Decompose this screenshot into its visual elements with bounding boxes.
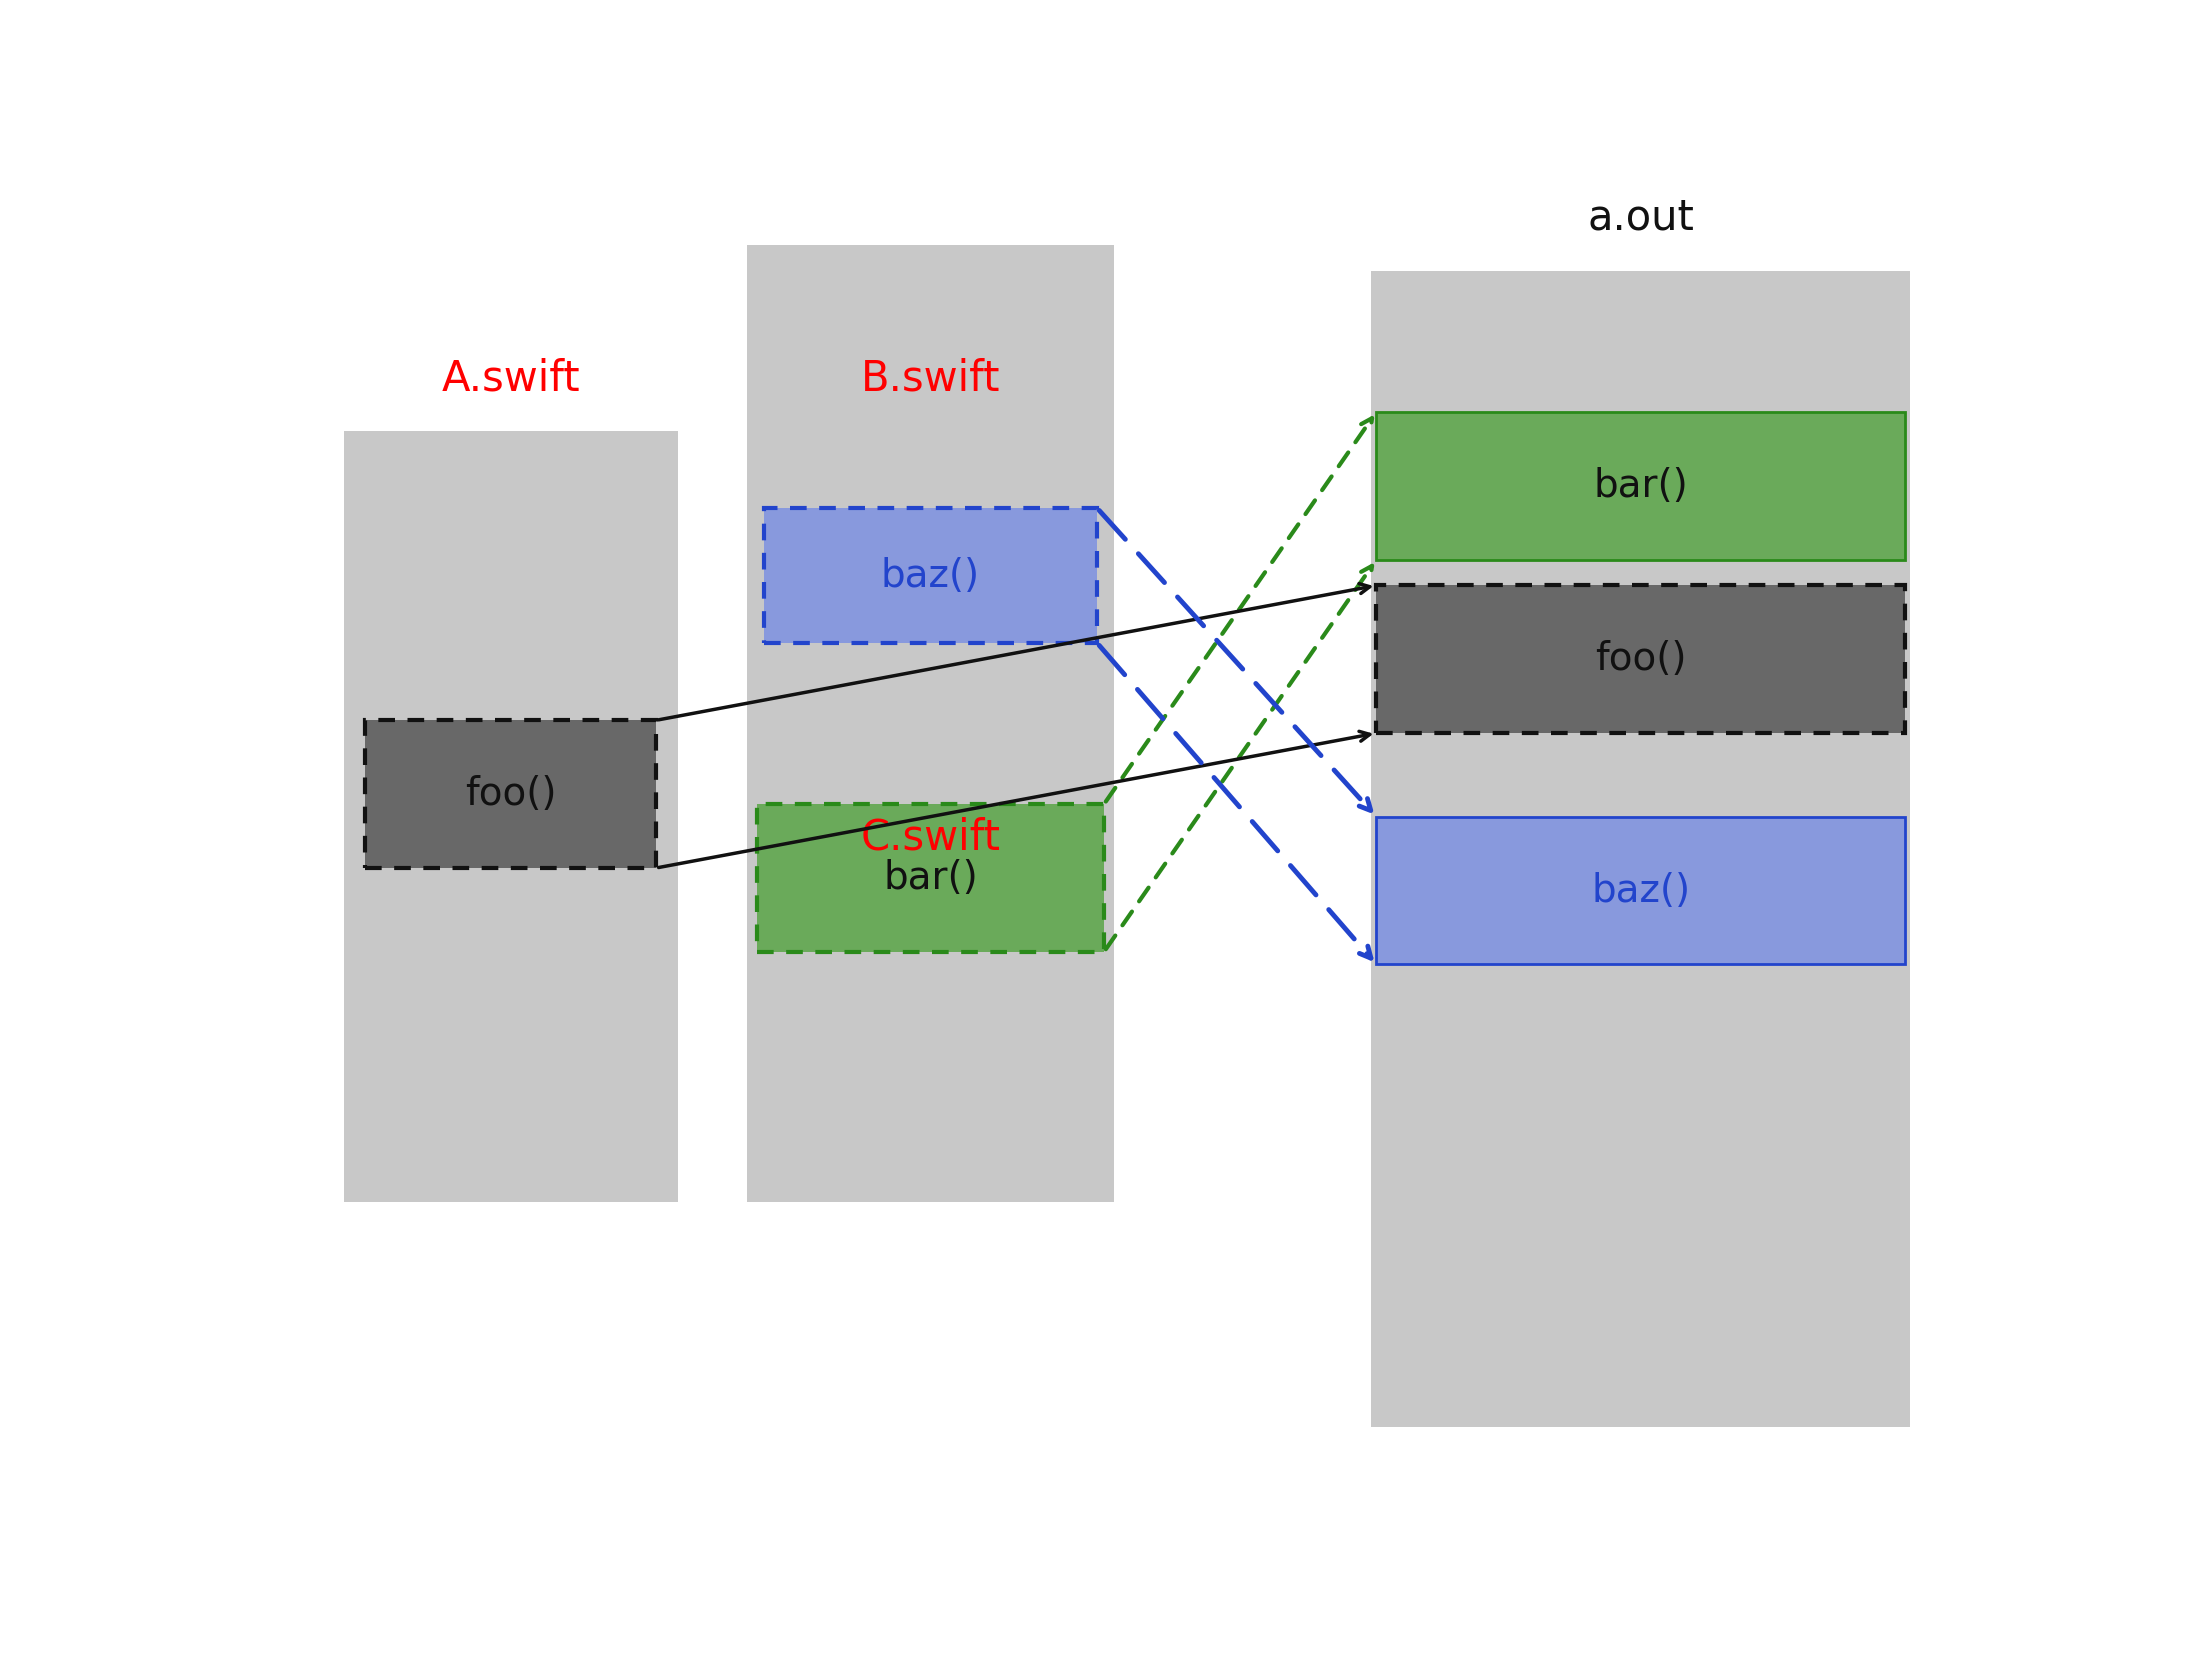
Text: bar(): bar() <box>883 859 978 897</box>
Text: foo(): foo() <box>464 776 556 814</box>
Bar <box>1371 270 1910 1426</box>
Bar <box>1376 817 1906 964</box>
Text: A.swift: A.swift <box>442 357 581 399</box>
Text: foo(): foo() <box>1594 641 1687 679</box>
Bar <box>344 432 678 1203</box>
Text: B.swift: B.swift <box>861 357 1000 399</box>
Text: baz(): baz() <box>881 557 980 595</box>
Text: C.swift: C.swift <box>861 817 1000 859</box>
Text: baz(): baz() <box>1592 871 1691 909</box>
Text: bar(): bar() <box>1594 467 1689 505</box>
Bar <box>1376 412 1906 560</box>
Bar <box>764 509 1097 644</box>
Bar <box>757 804 1104 951</box>
Bar <box>364 721 656 867</box>
Bar <box>746 432 1115 1203</box>
Bar <box>746 245 1115 777</box>
Text: a.out: a.out <box>1588 197 1694 239</box>
Bar <box>1376 585 1906 734</box>
